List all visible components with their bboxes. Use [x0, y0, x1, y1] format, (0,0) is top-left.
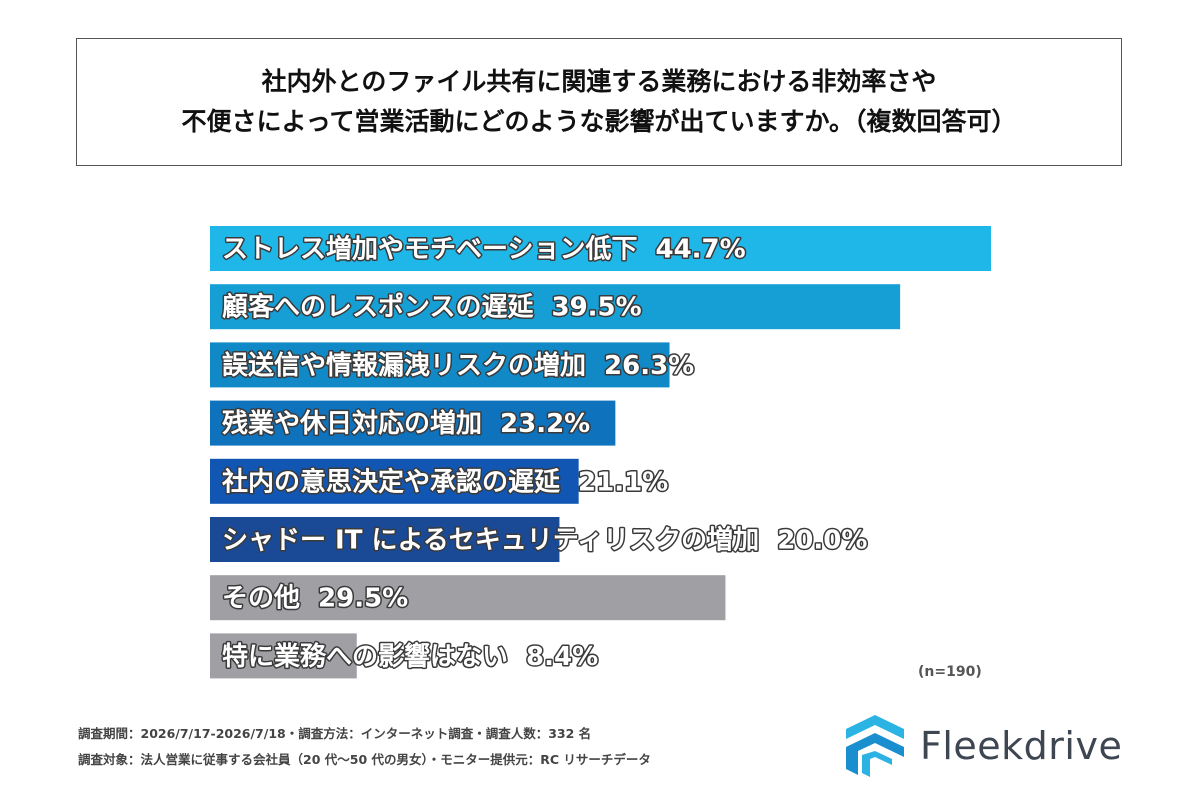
bar-label-2: 顧客へのレスポンスの遅延 39.5%	[222, 292, 642, 323]
bar-label-3: 誤送信や情報漏洩リスクの増加 26.3%	[222, 350, 694, 381]
title-line-1: 社内外とのファイル共有に関連する業務における非効率さや	[261, 67, 937, 96]
bar-label-8: 特に業務への影響はない 8.4%	[222, 641, 598, 672]
bar-label-4: 残業や休日対応の増加 23.2%	[222, 408, 590, 439]
survey-target-note: 調査対象：法人営業に従事する会社員（20 代〜50 代の男女）・モニター提供元：…	[78, 752, 651, 767]
category-label-7: その他	[222, 584, 300, 614]
bar-chart: ストレス増加やモチベーション低下 44.7% 顧客へのレスポンスの遅延 39.5% 誤送…	[210, 226, 991, 679]
category-label-6: シャドー IT によるセキュリティリスクの増加	[222, 526, 759, 556]
fleekdrive-logo: Fleekdrive	[842, 712, 1132, 780]
bar-1	[210, 226, 991, 271]
survey-period-note: 調査期間：2026/7/17-2026/7/18・調査方法：インターネット調査・…	[78, 726, 592, 741]
logo-wordmark: Fleekdrive	[920, 724, 1123, 768]
category-label-8: 特に業務への影響はない	[222, 641, 508, 672]
fleekdrive-logo-mark-icon	[846, 715, 904, 777]
category-label-1: ストレス増加やモチベーション低下	[222, 235, 637, 265]
bar-label-6: シャドー IT によるセキュリティリスクの増加 20.0%	[222, 526, 867, 556]
bar-label-1: ストレス増加やモチベーション低下 44.7%	[222, 235, 746, 265]
bar-2	[210, 284, 901, 330]
value-label-1: 44.7%	[655, 235, 745, 265]
bar-6	[210, 517, 560, 562]
bar-3	[210, 342, 670, 388]
category-label-2: 顧客へのレスポンスの遅延	[222, 292, 534, 323]
bar-8	[210, 633, 357, 679]
bar-label-7: その他 29.5%	[222, 584, 408, 614]
bar-5	[210, 458, 579, 504]
category-label-3: 誤送信や情報漏洩リスクの増加	[222, 350, 586, 381]
value-label-7: 29.5%	[318, 584, 408, 614]
value-label-5: 21.1%	[578, 467, 668, 497]
bar-7	[210, 575, 726, 621]
value-label-6: 20.0%	[777, 526, 867, 556]
bar-label-5: 社内の意思決定や承認の遅延 21.1%	[222, 466, 668, 497]
value-label-4: 23.2%	[500, 409, 590, 439]
bar-4	[210, 400, 616, 446]
value-label-3: 26.3%	[604, 351, 694, 381]
sample-size-note: (n=190)	[918, 664, 982, 680]
title-line-2: 不便さによって営業活動にどのような影響が出ていますか。（複数回答可）	[181, 107, 1017, 136]
value-label-8: 8.4%	[526, 642, 598, 672]
category-label-4: 残業や休日対応の増加	[222, 408, 482, 439]
title-box: 社内外とのファイル共有に関連する業務における非効率さや 不便さによって営業活動に…	[76, 38, 1122, 166]
category-label-5: 社内の意思決定や承認の遅延	[222, 466, 561, 497]
value-label-2: 39.5%	[551, 293, 641, 323]
